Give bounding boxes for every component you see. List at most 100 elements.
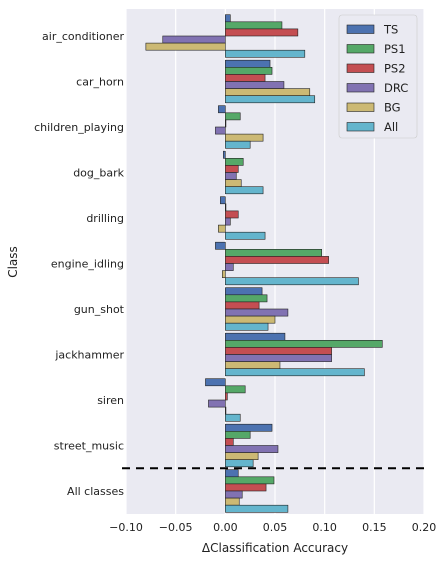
bar-all-engine_idling bbox=[225, 277, 359, 286]
bar-ts-all-classes bbox=[225, 469, 239, 478]
legend-swatch-all bbox=[346, 122, 375, 132]
x-tick-label: 0.10 bbox=[312, 521, 337, 534]
bar-ps1-siren bbox=[225, 385, 246, 394]
legend-swatch-ps2 bbox=[346, 63, 375, 73]
bar-ts-dog_bark bbox=[223, 150, 226, 159]
bar-ts-engine_idling bbox=[215, 241, 226, 250]
bar-ps2-engine_idling bbox=[225, 256, 329, 264]
bar-group-jackhammer bbox=[225, 332, 383, 377]
bar-drc-engine_idling bbox=[225, 263, 234, 271]
legend-swatch-drc bbox=[346, 83, 375, 93]
bar-all-jackhammer bbox=[225, 368, 365, 377]
legend-swatch-bg bbox=[346, 102, 375, 112]
legend-label-drc: DRC bbox=[384, 81, 408, 95]
bar-all-all-classes bbox=[225, 504, 289, 513]
bar-ts-gun_shot bbox=[225, 287, 263, 296]
category-label: dog_bark bbox=[73, 167, 124, 180]
bar-ts-children_playing bbox=[218, 105, 226, 114]
category-label: air_conditioner bbox=[42, 30, 124, 43]
category-label: engine_idling bbox=[51, 258, 124, 271]
bar-ps2-drilling bbox=[225, 210, 239, 219]
bar-ps2-all-classes bbox=[225, 483, 267, 492]
bar-all-drilling bbox=[225, 231, 266, 240]
bar-drc-jackhammer bbox=[225, 354, 332, 362]
bar-ps1-gun_shot bbox=[225, 294, 268, 303]
bar-drc-children_playing bbox=[215, 126, 226, 135]
bar-all-street_music bbox=[225, 459, 254, 468]
bar-ps1-car_horn bbox=[225, 67, 273, 75]
x-tick-label: −0.10 bbox=[109, 521, 143, 534]
category-labels: air_conditioner car_horn children_playingd… bbox=[34, 30, 125, 498]
legend-label-all: All bbox=[384, 120, 398, 134]
bar-group-children_playing bbox=[215, 105, 264, 149]
bar-ts-siren bbox=[205, 378, 226, 387]
bar-drc-street_music bbox=[225, 445, 279, 453]
bar-ps1-engine_idling bbox=[225, 249, 322, 257]
bar-ps1-dog_bark bbox=[225, 158, 244, 166]
bar-all-children_playing bbox=[225, 140, 251, 149]
bar-bg-jackhammer bbox=[225, 361, 281, 370]
bar-bg-drilling bbox=[218, 224, 226, 233]
legend-label-ps2: PS2 bbox=[384, 62, 406, 76]
bar-ps2-jackhammer bbox=[225, 347, 332, 355]
category-label: jackhammer bbox=[54, 349, 124, 362]
bar-all-car_horn bbox=[225, 95, 316, 104]
category-label: siren bbox=[97, 394, 124, 407]
y-axis-label: Class bbox=[6, 246, 20, 278]
category-label: car_horn bbox=[76, 76, 124, 89]
x-tick-label: 0.20 bbox=[412, 521, 437, 534]
bar-all-gun_shot bbox=[225, 322, 269, 331]
bar-drc-siren bbox=[208, 399, 226, 408]
bar-all-dog_bark bbox=[225, 186, 264, 195]
category-label: gun_shot bbox=[74, 303, 125, 316]
bar-drc-all-classes bbox=[225, 490, 243, 499]
x-tick-labels: −0.10 −0.05 0.00 0.05 0.10 0.15 0.20 bbox=[109, 521, 436, 534]
category-label: children_playing bbox=[34, 121, 124, 134]
bar-ps1-jackhammer bbox=[225, 339, 383, 348]
bar-group-siren bbox=[205, 378, 246, 422]
bar-bg-dog_bark bbox=[225, 179, 242, 188]
bar-group-street_music bbox=[225, 423, 279, 468]
x-tick-label: 0.15 bbox=[362, 521, 387, 534]
bar-group-air_conditioner bbox=[145, 14, 306, 58]
bar-ps1-air_conditioner bbox=[225, 21, 283, 30]
bar-drc-dog_bark bbox=[225, 172, 237, 180]
bar-bg-gun_shot bbox=[225, 315, 276, 324]
x-tick-label: 0.00 bbox=[213, 521, 238, 534]
legend-swatch-ts bbox=[346, 24, 375, 34]
category-label: street_music bbox=[54, 440, 124, 453]
legend-label-ps1: PS1 bbox=[384, 42, 406, 56]
bar-drc-drilling bbox=[225, 217, 231, 226]
x-axis-label: ΔClassification Accuracy bbox=[202, 541, 348, 555]
bar-ts-drilling bbox=[220, 196, 226, 205]
x-tick-label: 0.05 bbox=[263, 521, 288, 534]
category-label: drilling bbox=[86, 212, 124, 225]
bars bbox=[145, 14, 383, 513]
bar-group-gun_shot bbox=[225, 287, 289, 331]
legend-label-bg: BG bbox=[384, 101, 401, 115]
bar-group-dog_bark bbox=[223, 150, 264, 195]
bar-ps2-dog_bark bbox=[225, 165, 239, 173]
bar-ps1-all-classes bbox=[225, 476, 275, 485]
bar-ps1-drilling bbox=[225, 203, 227, 212]
bar-ts-jackhammer bbox=[225, 332, 286, 341]
bar-bg-siren bbox=[225, 406, 227, 415]
category-label: All classes bbox=[67, 485, 124, 498]
bar-ps1-street_music bbox=[225, 430, 251, 439]
bar-drc-gun_shot bbox=[225, 308, 289, 317]
bar-group-drilling bbox=[218, 196, 266, 240]
bar-bg-children_playing bbox=[225, 133, 264, 142]
legend-label-ts: TS bbox=[383, 23, 398, 37]
bar-ps2-gun_shot bbox=[225, 301, 260, 310]
bar-bg-all-classes bbox=[225, 497, 240, 506]
bar-ps2-air_conditioner bbox=[225, 28, 299, 37]
legend-swatch-ps1 bbox=[346, 44, 375, 54]
bar-bg-street_music bbox=[225, 452, 259, 461]
bar-group-car_horn bbox=[225, 59, 316, 104]
bar-all-siren bbox=[225, 413, 241, 422]
bar-ts-air_conditioner bbox=[225, 14, 231, 23]
bar-ts-street_music bbox=[225, 423, 273, 432]
bar-drc-air_conditioner bbox=[162, 35, 226, 44]
